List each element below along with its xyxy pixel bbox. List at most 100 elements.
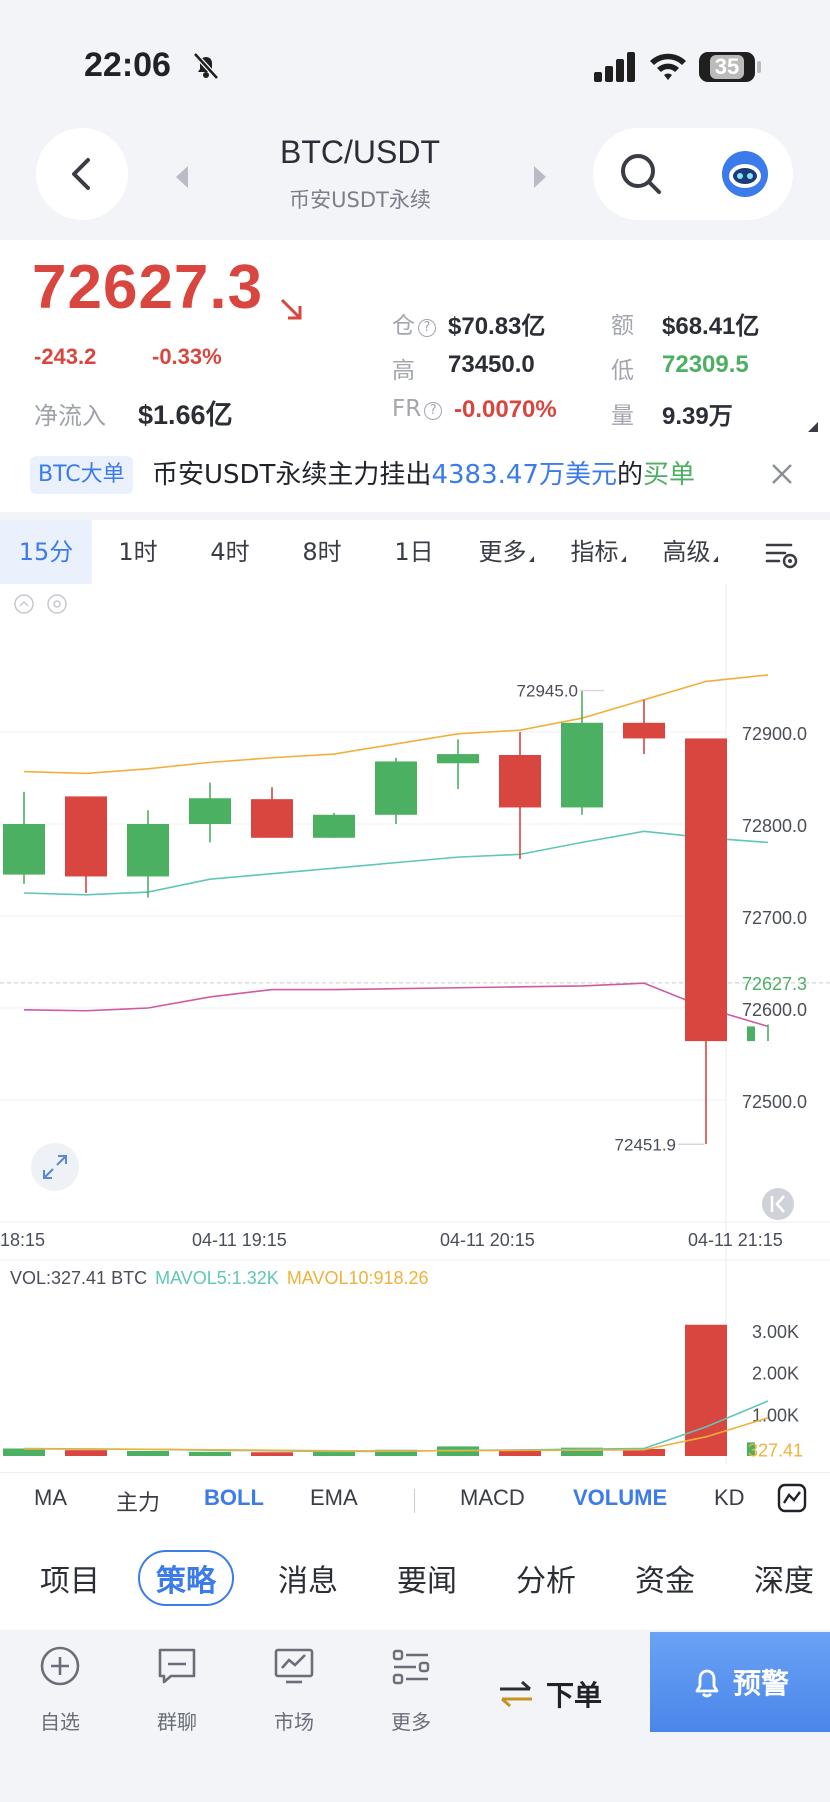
tab-headlines[interactable]: 要闻 <box>397 1564 457 1599</box>
pair-subtitle: 币安USDT永续 <box>289 188 431 212</box>
bottom-bar: 自选 群聊 市场 更多 <box>0 1630 830 1802</box>
chat-icon <box>158 1648 196 1684</box>
ticker-text-before: 币安USDT永续主力挂出 <box>152 460 432 490</box>
volume-bar <box>375 1449 417 1456</box>
prev-pair-arrow[interactable] <box>176 166 188 188</box>
x-tick-label: 04-11 21:15 <box>688 1230 783 1250</box>
pair-title[interactable]: BTC/USDT <box>280 134 440 170</box>
candle-body <box>313 814 355 838</box>
top-header: BTC/USDT 币安USDT永续 <box>0 120 830 240</box>
back-button[interactable] <box>36 128 128 220</box>
price-alert-button[interactable]: 预警 <box>650 1632 830 1732</box>
tf-1d[interactable]: 1日 <box>394 538 434 566</box>
vol-tick-label: 3.00K <box>752 1322 799 1342</box>
ticker-side: 买单 <box>642 460 695 490</box>
ind-main-force[interactable]: 主力 <box>116 1490 161 1515</box>
netflow-value: $1.66亿 <box>138 400 233 430</box>
tab-funds[interactable]: 资金 <box>635 1564 695 1599</box>
fr-label: FR? <box>392 396 443 422</box>
indicator-bar: MA 主力 BOLL EMA MACD VOLUME KD <box>0 1472 830 1526</box>
expand-stats-icon[interactable] <box>808 422 818 432</box>
price-chart[interactable]: 72900.0 72800.0 72700.0 72600.0 72500.0 72627… <box>0 584 830 1464</box>
tf-4h[interactable]: 4时 <box>210 538 250 566</box>
volume-label: 量 <box>611 403 634 429</box>
nav-group-chat[interactable]: 群聊 <box>137 1644 217 1735</box>
volume-value: 9.39万 <box>662 403 733 430</box>
boll-upper-line <box>23 674 769 775</box>
price-change-abs: -243.2 <box>34 344 97 369</box>
candle-body <box>561 722 603 808</box>
content-tabs: 项目 策略 消息 要闻 分析 资金 深度 <box>0 1526 830 1630</box>
oi-label-text: 仓 <box>392 313 415 339</box>
vol-tick-label: 2.00K <box>752 1364 799 1384</box>
down-arrow-icon <box>280 298 302 320</box>
help-icon[interactable]: ? <box>418 319 436 337</box>
plus-circle-icon <box>40 1646 80 1686</box>
ind-ema[interactable]: EMA <box>310 1485 358 1510</box>
x-tick-label: 04-11 19:15 <box>192 1230 287 1250</box>
tf-15m[interactable]: 15分 <box>0 520 92 584</box>
chevron-left-icon <box>72 158 90 190</box>
ticker-text: 币安USDT永续主力挂出4383.47万美元的买单 <box>152 456 695 494</box>
help-icon[interactable]: ? <box>424 402 443 420</box>
candle-body <box>685 738 727 1042</box>
ind-boll[interactable]: BOLL <box>204 1485 264 1510</box>
timeframe-bar: 15分 1时 4时 8时 1日 更多 指标 高级 <box>0 512 830 584</box>
vol-tick-label: 1.00K <box>752 1405 799 1425</box>
candle-body <box>499 755 541 808</box>
ind-ma[interactable]: MA <box>34 1485 67 1510</box>
ticker-tag: BTC大单 <box>30 456 133 494</box>
next-pair-arrow[interactable] <box>534 166 546 188</box>
dropdown-triangle-icon <box>528 556 534 562</box>
vol-label: VOL:327.41 BTC <box>10 1268 148 1288</box>
ind-macd[interactable]: MACD <box>460 1485 525 1510</box>
tab-strategy[interactable]: 策略 <box>138 1550 234 1606</box>
candle-body <box>251 799 293 838</box>
chart-settings-icon[interactable] <box>765 540 799 570</box>
tf-advanced[interactable]: 高级 <box>644 520 736 584</box>
ind-kd[interactable]: KD <box>714 1485 745 1510</box>
tab-project[interactable]: 项目 <box>40 1564 100 1599</box>
ticker-text-mid: 的 <box>616 460 643 490</box>
tf-more[interactable]: 更多 <box>460 520 552 584</box>
more-sliders-icon <box>392 1649 430 1685</box>
last-price-label: 72627.3 <box>742 974 807 994</box>
volume-bar <box>189 1451 231 1456</box>
mavol10-line <box>23 1416 769 1452</box>
tf-indicators-label: 指标 <box>570 538 619 566</box>
volume-bar <box>251 1452 293 1456</box>
volume-bar <box>685 1324 727 1456</box>
candle-body <box>437 754 479 764</box>
volume-bar <box>623 1448 665 1456</box>
mavol5-label: MAVOL5:1.32K <box>155 1268 279 1288</box>
mavol5-line <box>23 1400 769 1453</box>
nav-watchlist[interactable]: 自选 <box>20 1644 100 1735</box>
nav-label: 群聊 <box>157 1710 197 1734</box>
mavol10-label: MAVOL10:918.26 <box>286 1268 429 1288</box>
price-change-pct: -0.33% <box>152 344 222 369</box>
close-icon[interactable] <box>770 462 794 486</box>
y-tick-label: 72700.0 <box>742 908 807 928</box>
whale-ticker[interactable]: BTC大单 币安USDT永续主力挂出4383.47万美元的买单 <box>0 450 830 500</box>
nav-market[interactable]: 市场 <box>254 1644 334 1735</box>
low-marker: 72451.9 <box>615 1135 676 1154</box>
volume-legend: VOL:327.41 BTC MAVOL5:1.32K MAVOL10:918.26 <box>10 1268 437 1289</box>
tab-depth[interactable]: 深度 <box>754 1564 814 1599</box>
chart-controls <box>14 594 794 1220</box>
indicator-edit-icon[interactable] <box>777 1483 807 1513</box>
turnover-label: 额 <box>611 313 634 339</box>
tf-8h[interactable]: 8时 <box>302 538 342 566</box>
tab-analysis[interactable]: 分析 <box>516 1564 576 1599</box>
oi-label: 仓? <box>392 306 436 340</box>
divider <box>414 1489 415 1513</box>
order-label: 下单 <box>546 1679 603 1712</box>
ai-robot-icon[interactable] <box>721 150 769 198</box>
tf-indicators[interactable]: 指标 <box>552 520 644 584</box>
tab-news[interactable]: 消息 <box>278 1564 338 1599</box>
nav-more[interactable]: 更多 <box>371 1644 451 1735</box>
place-order-button[interactable]: 下单 <box>496 1664 636 1724</box>
candle-body <box>189 798 231 824</box>
tf-1h[interactable]: 1时 <box>118 538 158 566</box>
search-icon[interactable] <box>617 150 665 198</box>
ind-volume[interactable]: VOLUME <box>573 1485 668 1510</box>
